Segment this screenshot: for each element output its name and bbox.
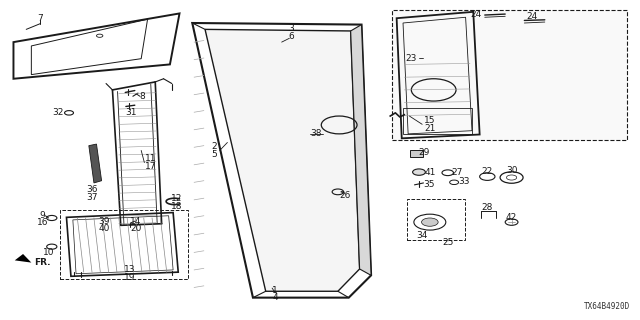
Text: 10: 10 xyxy=(43,248,54,257)
Text: 3: 3 xyxy=(289,24,294,33)
Text: 1: 1 xyxy=(273,286,278,295)
Bar xyxy=(403,108,472,134)
Text: 37: 37 xyxy=(86,193,98,202)
Text: 29: 29 xyxy=(419,148,430,157)
Text: 25: 25 xyxy=(442,238,453,247)
Text: 7: 7 xyxy=(37,14,43,23)
Text: 2: 2 xyxy=(212,142,218,151)
Circle shape xyxy=(422,218,438,226)
Text: 34: 34 xyxy=(417,231,428,240)
Text: 24: 24 xyxy=(471,10,482,19)
Text: 18: 18 xyxy=(171,202,182,211)
Polygon shape xyxy=(89,144,102,183)
Text: 42: 42 xyxy=(506,213,517,222)
Text: 8: 8 xyxy=(140,92,145,101)
Text: 24: 24 xyxy=(526,12,538,21)
Text: 9: 9 xyxy=(39,211,45,220)
Text: 31: 31 xyxy=(125,108,137,117)
Text: 11: 11 xyxy=(145,154,157,163)
Bar xyxy=(60,210,188,278)
Text: 33: 33 xyxy=(458,177,469,186)
Text: 40: 40 xyxy=(99,224,110,233)
Text: 15: 15 xyxy=(424,116,436,125)
Text: 26: 26 xyxy=(340,191,351,200)
Text: 13: 13 xyxy=(124,265,136,275)
Text: 12: 12 xyxy=(171,194,182,204)
Text: 38: 38 xyxy=(310,129,322,138)
Text: 20: 20 xyxy=(131,224,142,233)
Polygon shape xyxy=(15,254,31,263)
Text: 4: 4 xyxy=(273,293,278,302)
Bar xyxy=(410,150,423,157)
Text: 17: 17 xyxy=(145,162,157,171)
Text: 23: 23 xyxy=(406,53,417,62)
Text: FR.: FR. xyxy=(34,258,51,267)
Bar xyxy=(392,10,627,140)
Text: 19: 19 xyxy=(124,273,136,282)
Circle shape xyxy=(413,169,426,175)
Text: 16: 16 xyxy=(36,218,48,227)
Bar xyxy=(408,199,465,240)
Text: 5: 5 xyxy=(212,150,218,159)
Text: 28: 28 xyxy=(482,203,493,212)
Text: 6: 6 xyxy=(289,32,294,41)
Text: 35: 35 xyxy=(423,180,435,189)
Text: 14: 14 xyxy=(131,217,142,226)
Polygon shape xyxy=(351,25,371,275)
Text: 39: 39 xyxy=(99,217,110,226)
Text: 22: 22 xyxy=(482,167,493,176)
Text: TX64B4920D: TX64B4920D xyxy=(584,302,630,311)
Text: 32: 32 xyxy=(52,108,63,117)
Text: 36: 36 xyxy=(86,185,98,194)
Text: 30: 30 xyxy=(506,166,517,175)
Polygon shape xyxy=(205,29,360,291)
Text: 41: 41 xyxy=(425,168,436,177)
Text: 21: 21 xyxy=(424,124,436,132)
Text: 27: 27 xyxy=(452,168,463,177)
